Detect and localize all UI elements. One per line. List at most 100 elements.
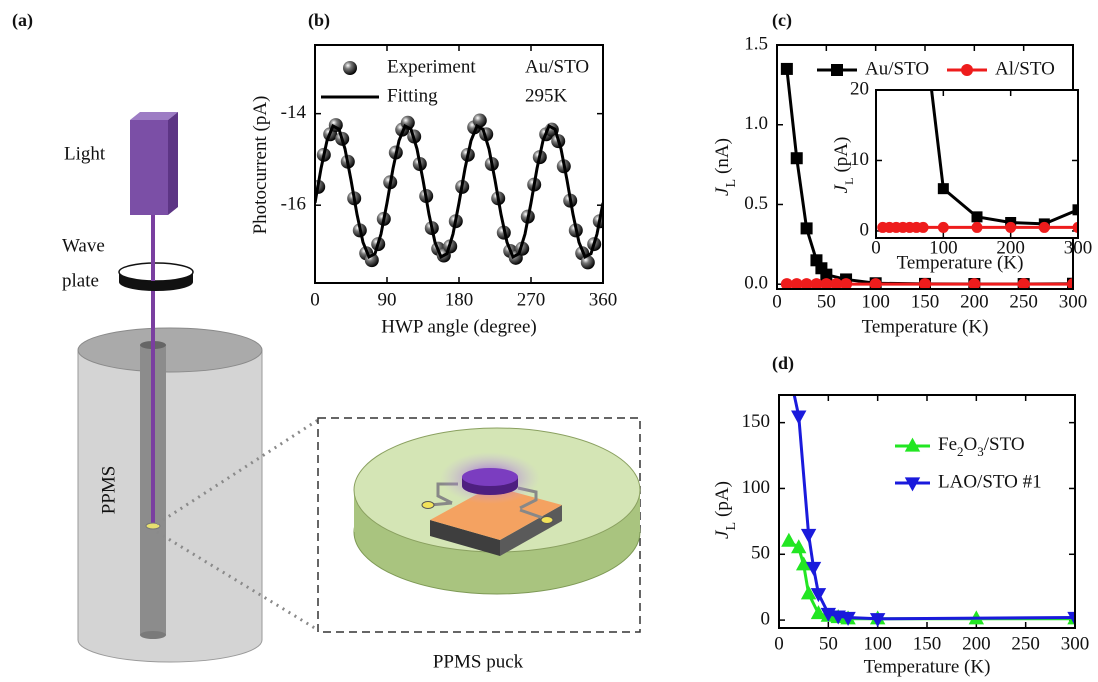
y-tick-label: 10: [850, 149, 869, 170]
marker: [810, 605, 827, 620]
text-part: O: [964, 434, 978, 455]
chart: 0 90 180 270 360 -16 -14 (b) HWP angle (degree) P…: [250, 10, 617, 337]
marker: [904, 437, 921, 452]
marker: [937, 221, 949, 233]
y-tick-label: 0.0: [744, 273, 768, 294]
sample: [145, 522, 161, 530]
data-line: [315, 123, 603, 260]
marker: [790, 152, 803, 165]
y-axis-label: JL (pA): [712, 481, 738, 539]
marker: [1072, 204, 1078, 216]
marker: [800, 528, 817, 543]
y-axis-label: JL (pA): [831, 137, 855, 194]
x-tick-label: 250: [1009, 291, 1038, 312]
y-axis-label: JL (nA): [712, 138, 738, 196]
data-line: [930, 90, 1078, 226]
x-tick-label: 300: [1061, 633, 1090, 654]
marker: [869, 278, 882, 289]
panel-label: (d): [772, 353, 794, 374]
marker: [810, 588, 827, 603]
x-tick-label: 360: [589, 289, 618, 310]
marker: [795, 556, 812, 571]
x-tick-label: 200: [996, 237, 1025, 258]
marker: [781, 532, 797, 547]
x-axis-label: Temperature (K): [864, 656, 991, 677]
marker: [800, 222, 813, 235]
marker: [840, 611, 856, 626]
wire: [519, 508, 547, 521]
marker: [830, 278, 843, 289]
x-tick-label: 150: [911, 291, 940, 312]
y-tick-label: -16: [281, 194, 306, 215]
y-label-part: J: [831, 183, 852, 193]
marker: [791, 410, 807, 425]
y-axis-label: Photocurrent (pA): [250, 96, 271, 235]
diagram: (a): [12, 10, 641, 672]
marker: [820, 268, 833, 281]
x-tick-label: 0: [310, 289, 320, 310]
chip-side: [430, 520, 500, 556]
plot-area: [779, 395, 1075, 628]
chip-top: [430, 486, 562, 540]
x-axis-label: HWP angle (degree): [381, 316, 536, 337]
series-group: [780, 62, 1073, 289]
marker: [780, 278, 793, 289]
marker: [869, 613, 886, 628]
marker: [800, 585, 817, 600]
x-tick-label: 50: [819, 633, 838, 654]
panel-label: (a): [12, 10, 33, 31]
marker: [343, 61, 357, 75]
series-group: [315, 113, 603, 270]
marker: [919, 278, 931, 289]
y-tick-label: 0.5: [744, 193, 768, 214]
marker: [961, 64, 973, 76]
x-tick-label: 200: [962, 633, 991, 654]
chart: 0 50 100 150 200 250 300 0 50 100 150 (d) Temperatur…: [712, 353, 1089, 677]
x-tick-label: 300: [1059, 291, 1088, 312]
marker: [971, 211, 983, 223]
y-tick-label: 20: [850, 78, 869, 99]
y-tick-label: 0: [860, 219, 870, 240]
marker: [1067, 278, 1073, 289]
marker: [1072, 221, 1078, 233]
light-source-top: [130, 112, 178, 120]
x-tick-label: 180: [445, 289, 474, 310]
y-tick-label: 1.5: [744, 33, 768, 54]
plot-frame: [875, 89, 1079, 239]
legend-label: Experiment: [387, 56, 476, 77]
data-line: [792, 395, 1075, 621]
subscript: 2: [957, 444, 964, 459]
x-tick-label: 90: [378, 289, 397, 310]
marker: [800, 278, 813, 289]
y-label-part: J: [712, 529, 733, 539]
wave-plate-top: [118, 262, 194, 282]
y-tick-label: 0: [761, 608, 771, 629]
marker: [917, 221, 929, 233]
x-tick-label: 300: [1064, 237, 1093, 258]
marker: [1038, 221, 1050, 233]
chart: 0 100 200 300 0 10 20 Temperature (K) JL (pA): [831, 78, 1093, 273]
x-tick-label: 100: [861, 291, 890, 312]
y-label-part: Photocurrent (pA): [250, 96, 271, 235]
text-part: /STO: [984, 434, 1025, 455]
legend-label: Fe2O3/STO: [938, 434, 1025, 459]
light-source: [130, 120, 168, 215]
annotation: 295K: [525, 85, 568, 106]
marker: [1067, 611, 1075, 626]
series-group: [781, 395, 1075, 628]
y-tick-label: 100: [742, 477, 771, 498]
marker: [937, 183, 949, 195]
cylinder-body: [78, 350, 262, 640]
plot-frame: [314, 44, 604, 284]
y-label-part: L: [724, 179, 739, 188]
x-tick-label: 0: [871, 237, 881, 258]
marker: [791, 539, 807, 554]
contact-pad: [421, 501, 435, 509]
y-tick-label: 150: [742, 411, 771, 432]
light-label: Light: [64, 143, 106, 164]
x-tick-label: 200: [960, 291, 989, 312]
y-tick-label: 1.0: [744, 113, 768, 134]
y-label-part: L: [842, 178, 856, 185]
marker: [831, 64, 843, 76]
cylinder-top: [77, 327, 263, 373]
